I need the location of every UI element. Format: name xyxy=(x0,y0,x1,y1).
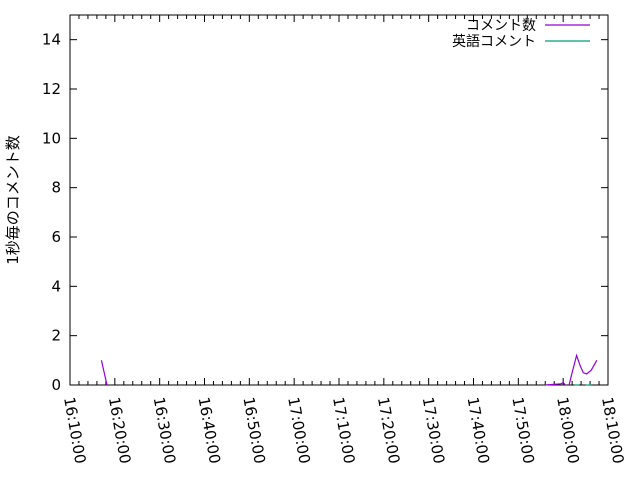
y-tick-label: 10 xyxy=(42,129,61,147)
x-tick-label: 17:30:00 xyxy=(419,396,448,465)
y-tick-label: 6 xyxy=(51,228,61,246)
y-tick-label: 14 xyxy=(42,31,61,49)
y-axis-label: 1秒毎のコメント数 xyxy=(4,135,22,265)
x-tick-label: 16:40:00 xyxy=(195,396,224,465)
y-tick-label: 8 xyxy=(51,179,61,197)
x-tick-label: 18:00:00 xyxy=(553,396,582,465)
y-tick-label: 2 xyxy=(51,327,61,345)
series-layer xyxy=(100,353,598,386)
x-tick-label: 16:20:00 xyxy=(105,396,134,465)
x-tick-label: 16:30:00 xyxy=(150,396,179,465)
series-line-0 xyxy=(100,353,598,386)
x-tick-label: 17:00:00 xyxy=(284,396,313,465)
legend-label: コメント数 xyxy=(466,18,536,34)
x-tick-label: 18:10:00 xyxy=(598,396,627,465)
y-tick-label: 0 xyxy=(51,376,61,394)
y-tick-label: 4 xyxy=(51,277,61,295)
x-tick-label: 17:50:00 xyxy=(508,396,537,465)
x-tick-label: 16:10:00 xyxy=(60,396,89,465)
x-tick-label: 16:50:00 xyxy=(239,396,268,465)
y-tick-label: 12 xyxy=(42,80,61,98)
x-tick-label: 17:40:00 xyxy=(464,396,493,465)
x-tick-label: 17:10:00 xyxy=(329,396,358,465)
plot-frame xyxy=(69,14,609,386)
axes: 0 2 4 6 8 10 12 14 16:10:00 16:20:00 16:30:00 16:40… xyxy=(42,14,627,465)
legend-label: 英語コメント xyxy=(452,33,536,50)
x-tick-label: 17:20:00 xyxy=(374,396,403,465)
